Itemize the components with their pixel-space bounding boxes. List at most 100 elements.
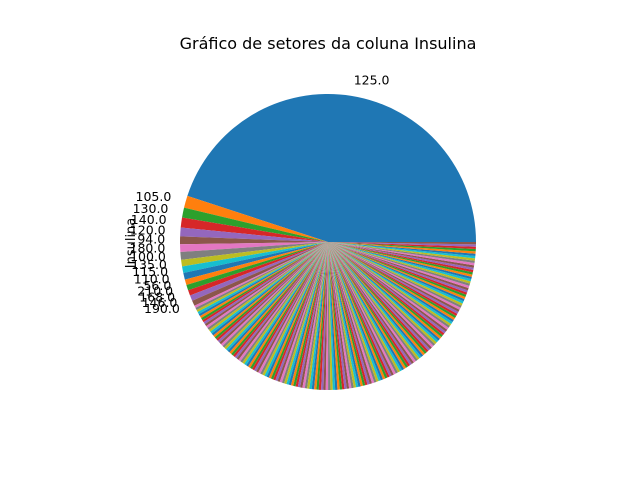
pie-slice	[328, 242, 476, 245]
pie-slice	[194, 242, 328, 308]
pie-slice	[328, 242, 476, 254]
pie-slice	[221, 242, 328, 346]
pie-slice	[328, 242, 420, 360]
pie-slice	[224, 242, 328, 350]
pie-slice	[328, 242, 363, 387]
pie-slice	[328, 242, 373, 384]
pie-slice	[181, 242, 328, 267]
pie-slice	[184, 242, 328, 285]
pie-slice	[199, 242, 328, 319]
pie-slice	[328, 242, 340, 390]
pie-slice	[328, 242, 474, 270]
pie-slice	[180, 217, 328, 242]
pie-slice	[318, 242, 328, 390]
pie-slice	[240, 242, 328, 363]
pie-slice	[214, 242, 328, 340]
pie-slice	[246, 242, 328, 367]
pie-slice	[328, 242, 436, 346]
pie-slice	[328, 242, 464, 304]
pie-slice	[328, 242, 448, 332]
pie-slice	[248, 242, 328, 368]
pie-slice	[328, 242, 398, 374]
pie-slice	[328, 242, 472, 280]
pie-slice	[262, 242, 328, 376]
pie-slice	[190, 242, 328, 301]
pie-slice	[227, 242, 328, 353]
pie-slice	[266, 242, 328, 378]
pie-slice	[328, 242, 475, 268]
pie-slice	[328, 242, 409, 368]
pie-slice	[328, 242, 471, 286]
pie-slice	[328, 242, 412, 366]
pie-slice	[229, 242, 328, 354]
pie-slice	[328, 242, 473, 275]
pie-slice	[328, 242, 416, 363]
pie-slice	[328, 242, 403, 372]
pie-slice	[288, 242, 328, 386]
pie-slice	[183, 242, 328, 280]
pie-slice	[328, 242, 418, 362]
pie-slice	[328, 242, 401, 373]
pie-slice	[328, 242, 411, 367]
slice-label: 190.0	[144, 301, 180, 316]
pie-slice	[328, 242, 392, 377]
pie-slice	[328, 242, 370, 385]
pie-slice	[300, 242, 328, 388]
pie-slice	[277, 242, 328, 382]
pie-slice	[323, 242, 328, 390]
pie-slice	[328, 242, 476, 250]
pie-slice	[328, 242, 333, 390]
pie-slice	[264, 242, 328, 377]
pie-slice	[307, 242, 328, 389]
pie-slice	[328, 242, 461, 310]
slice-label: 100.0	[130, 249, 166, 264]
pie-slice	[197, 242, 328, 315]
pie-slice	[328, 242, 462, 308]
pie-slice	[217, 242, 328, 343]
pie-slice	[328, 242, 375, 384]
pie-slice	[328, 242, 449, 330]
pie-slice	[250, 242, 328, 370]
pie-slices	[180, 93, 476, 390]
slice-label: 110.0	[134, 271, 170, 286]
pie-slice	[202, 242, 328, 323]
pie-slice	[260, 242, 328, 375]
slice-label: 120.0	[130, 222, 166, 237]
pie-slice	[328, 242, 347, 390]
pie-slice	[281, 242, 328, 384]
pie-slice	[204, 242, 328, 327]
pie-slice	[242, 242, 328, 364]
pie-slice	[328, 242, 474, 273]
pie-slice	[328, 242, 432, 350]
pie-slice	[231, 242, 328, 356]
slice-label: 130.0	[133, 201, 169, 216]
pie-slice	[328, 242, 439, 343]
pie-slice	[328, 242, 468, 293]
pie-slice	[254, 242, 328, 372]
pie-slice	[328, 242, 425, 356]
pie-slice	[328, 242, 476, 259]
pie-slice	[328, 242, 466, 300]
pie-slice	[203, 242, 328, 325]
pie-slice	[180, 236, 328, 245]
pie-slice	[210, 242, 328, 334]
pie-slice	[328, 242, 357, 388]
pie-slice	[222, 242, 328, 348]
pie-slice	[328, 242, 443, 338]
slice-label: 210.0	[137, 284, 173, 299]
pie-slice	[328, 242, 381, 382]
pie-slice	[258, 242, 328, 374]
pie-slice	[180, 227, 328, 242]
slice-label: 105.0	[136, 189, 172, 204]
pie-slice	[328, 242, 336, 390]
pie-slice	[328, 242, 384, 381]
pie-slice	[211, 242, 328, 336]
pie-slice	[328, 242, 465, 302]
pie-slice	[328, 242, 460, 312]
pie-slice	[328, 242, 350, 389]
chart-title: Gráfico de setores da coluna Insulina	[180, 34, 477, 53]
pie-slice	[328, 242, 437, 345]
pie-slice	[297, 242, 328, 388]
pie-slice	[256, 242, 328, 373]
pie-slice	[232, 242, 328, 357]
